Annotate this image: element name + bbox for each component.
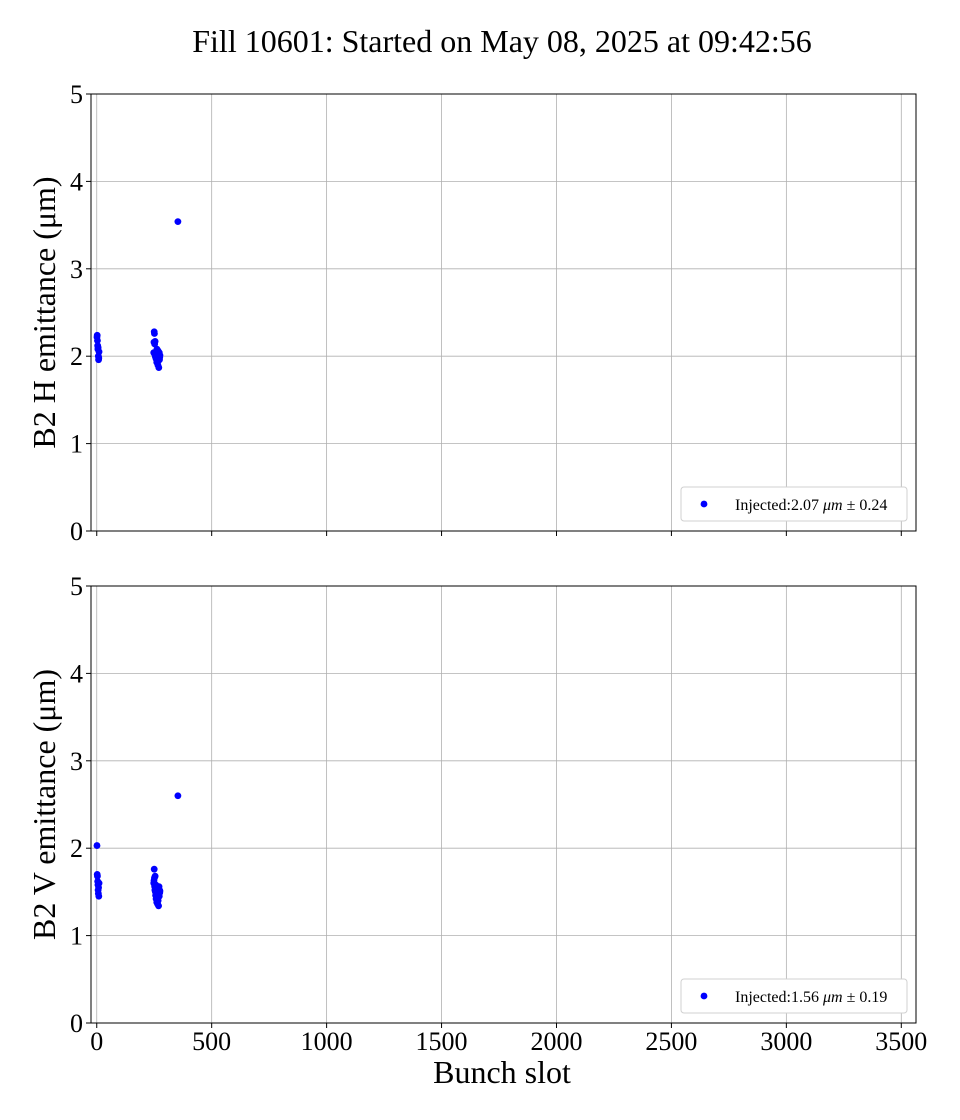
legend-suffix: ± 0.19 — [843, 989, 888, 1006]
legend: Injected:2.07 μm ± 0.24 — [680, 486, 908, 522]
x-tick-label: 0 — [90, 1027, 103, 1056]
legend-label: Injected:2.07 μm ± 0.24 — [735, 497, 887, 514]
y-tick-label: 2 — [70, 342, 83, 371]
legend-box — [680, 486, 908, 522]
y-tick-label: 5 — [70, 572, 83, 601]
data-point — [94, 872, 101, 880]
data-point — [156, 351, 164, 359]
legend-suffix: ± 0.24 — [843, 497, 888, 514]
legend-label: Injected:1.56 μm ± 0.19 — [735, 989, 887, 1006]
data-point — [155, 902, 162, 910]
plot-frame — [90, 93, 917, 532]
data-point — [95, 879, 103, 887]
y-tick-label: 4 — [70, 659, 83, 688]
x-axis-label: Bunch slot — [433, 1054, 571, 1090]
y-tick-label: 3 — [70, 255, 83, 284]
x-tick-label: 3500 — [875, 1027, 927, 1056]
legend-marker — [700, 992, 708, 1000]
legend-marker — [700, 500, 708, 508]
plot-frame — [90, 585, 917, 1024]
legend-unit: μm — [822, 989, 843, 1006]
legend-prefix: Injected:2.07 — [735, 497, 823, 514]
x-tick-label: 3000 — [760, 1027, 812, 1056]
y-tick-label: 1 — [70, 430, 83, 459]
data-point — [93, 842, 101, 849]
y-tick-label: 0 — [70, 1009, 83, 1038]
x-tick-label: 500 — [192, 1027, 231, 1056]
data-point — [151, 872, 159, 880]
series-points — [93, 792, 182, 910]
data-point — [94, 337, 101, 344]
data-point — [156, 887, 164, 895]
data-point — [93, 331, 101, 339]
y-tick-label: 4 — [70, 167, 83, 196]
legend-unit: μm — [822, 497, 843, 514]
data-point — [151, 330, 158, 337]
x-tick-label: 2500 — [645, 1027, 697, 1056]
x-tick-label: 1000 — [301, 1027, 353, 1056]
x-tick-label: 2000 — [530, 1027, 582, 1056]
y-tick-label: 3 — [70, 747, 83, 776]
x-tick-label: 1500 — [416, 1027, 468, 1056]
data-point — [174, 792, 182, 800]
legend: Injected:1.56 μm ± 0.19 — [680, 978, 908, 1014]
panels-group: 0 1 2 3 4 5 B2 H emittance (μm) Injected:2.07 μ… — [26, 80, 927, 1056]
legend-box — [680, 978, 908, 1014]
legend-prefix: Injected:1.56 — [735, 989, 823, 1006]
y-tick-label: 2 — [70, 834, 83, 863]
y-tick-label: 1 — [70, 922, 83, 951]
y-axis-label: B2 H emittance (μm) — [26, 176, 62, 448]
y-axis-label: B2 V emittance (μm) — [26, 669, 62, 940]
data-point — [95, 892, 103, 900]
data-point — [174, 218, 182, 226]
chart-title: Fill 10601: Started on May 08, 2025 at 0… — [192, 23, 812, 59]
data-point — [150, 865, 158, 873]
data-point — [95, 354, 103, 362]
panel-vertical: 0 500 1000 1500 2000 2500 3000 3500 0 1 2 3 4 5 B2 V e… — [26, 572, 927, 1056]
panel-horizontal: 0 1 2 3 4 5 B2 H emittance (μm) Injected:2.07 μ… — [26, 80, 917, 546]
data-point — [151, 337, 159, 345]
grid-vertical — [91, 585, 916, 1024]
y-tick-label: 0 — [70, 517, 83, 546]
data-point — [95, 348, 103, 356]
y-tick-label: 5 — [70, 80, 83, 109]
data-point — [155, 364, 163, 371]
series-points — [93, 218, 182, 371]
grid-horizontal — [91, 93, 916, 532]
